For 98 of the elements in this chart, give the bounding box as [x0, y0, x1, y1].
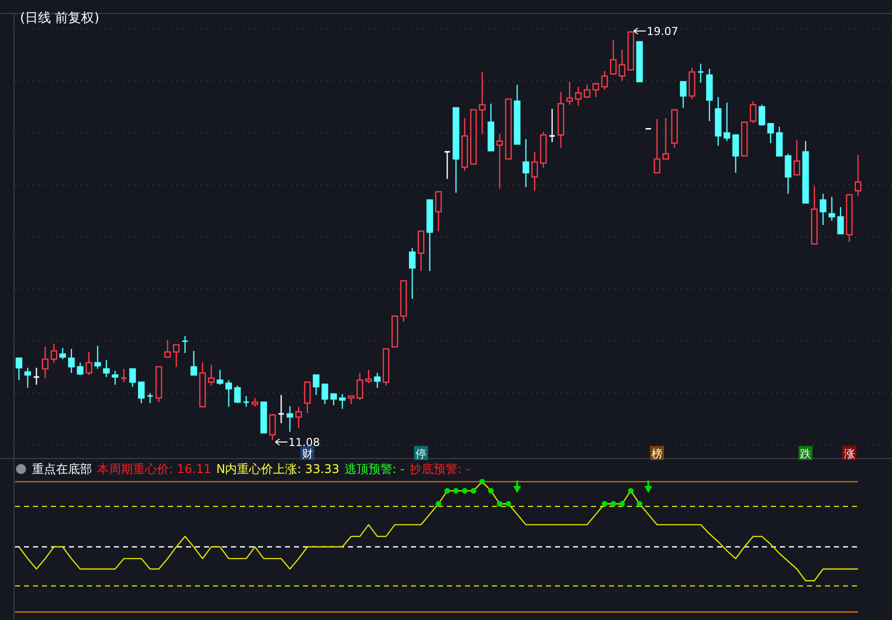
candlestick — [216, 369, 224, 386]
x-tick-label: 停 — [416, 448, 427, 460]
candlestick — [59, 347, 66, 360]
chart-title: 重点在底部 — [32, 462, 92, 476]
candlestick — [322, 384, 328, 405]
candlestick — [575, 86, 582, 106]
candlestick — [356, 372, 364, 401]
candlestick — [365, 369, 372, 384]
candlestick — [750, 100, 756, 124]
candlestick — [548, 108, 556, 143]
candlestick — [794, 139, 800, 176]
candlestick — [767, 122, 774, 144]
candlestick — [146, 392, 154, 404]
point — [628, 488, 634, 494]
candlestick — [418, 230, 424, 272]
candlestick — [724, 102, 730, 142]
candlestick — [601, 70, 608, 90]
candlestick — [242, 395, 250, 408]
candlestick — [784, 153, 792, 194]
candlestick — [138, 382, 145, 404]
candlestick — [295, 406, 302, 429]
candlestick — [496, 133, 503, 190]
candlestick — [697, 63, 704, 84]
candlestick — [584, 84, 590, 99]
candlestick — [225, 380, 232, 408]
candlestick — [592, 82, 600, 98]
candlestick — [164, 340, 171, 358]
candlestick — [618, 49, 626, 82]
candlestick — [522, 138, 530, 188]
point — [636, 501, 642, 507]
text: 抄底预警: - — [410, 462, 470, 476]
candlestick — [269, 413, 276, 441]
x-tick-label: 涨 — [844, 448, 855, 460]
x-tick-label: 跌 — [800, 448, 812, 460]
candlestick — [278, 394, 285, 424]
candlestick — [42, 346, 48, 379]
candlestick — [32, 367, 40, 386]
candlestick — [732, 134, 739, 174]
candlestick — [330, 393, 337, 406]
text: 逃顶预警: - — [344, 462, 405, 476]
annotation: 19.07 — [646, 25, 678, 38]
point — [496, 501, 502, 507]
candlestick — [758, 104, 766, 126]
candlestick — [339, 393, 346, 410]
candlestick — [854, 154, 862, 196]
candlestick — [478, 71, 486, 134]
chart-title: (日线 前复权) — [20, 11, 100, 26]
point — [436, 501, 442, 507]
x-tick-label: 财 — [302, 448, 313, 460]
x-tick-label: 榜 — [652, 448, 663, 460]
candlestick — [374, 372, 381, 388]
point — [479, 478, 485, 484]
candlestick — [828, 196, 836, 222]
candlestick — [820, 193, 826, 226]
candlestick — [435, 191, 442, 232]
candlestick — [68, 348, 75, 374]
candlestick — [444, 151, 451, 180]
candlestick — [208, 364, 215, 386]
point — [506, 501, 512, 507]
candlestick — [129, 368, 136, 388]
candlestick — [103, 360, 110, 378]
point — [513, 486, 522, 494]
annotation: 11.08 — [288, 436, 320, 449]
candlestick — [182, 335, 188, 354]
candlestick — [112, 370, 118, 386]
candlestick — [24, 367, 32, 388]
candlestick — [76, 362, 84, 376]
candlestick — [50, 343, 58, 364]
text: N内重心价上涨: 33.33 — [216, 462, 340, 476]
candlestick — [680, 81, 687, 108]
candlestick — [16, 358, 22, 381]
point — [644, 486, 652, 494]
candlestick — [531, 151, 538, 192]
point — [444, 488, 450, 494]
candlestick — [86, 351, 92, 376]
point — [610, 501, 616, 507]
candlestick — [172, 344, 180, 368]
candlestick — [234, 385, 241, 404]
point — [619, 501, 625, 507]
point — [462, 488, 468, 494]
candlestick — [190, 350, 198, 376]
point — [453, 488, 459, 494]
point — [488, 488, 494, 494]
point — [602, 501, 608, 507]
candlestick — [408, 247, 416, 300]
text: 本周期重心价: 16.11 — [97, 462, 212, 476]
candlestick — [837, 206, 844, 234]
candlestick — [654, 118, 660, 174]
point — [470, 488, 476, 494]
candlestick — [94, 345, 101, 370]
candlestick — [662, 117, 670, 160]
candlestick — [610, 39, 617, 75]
candlestick — [304, 382, 311, 414]
candlestick — [286, 406, 294, 432]
candlestick — [566, 81, 573, 106]
candlestick — [776, 126, 783, 156]
candlestick — [120, 368, 128, 383]
candlestick — [312, 374, 320, 396]
